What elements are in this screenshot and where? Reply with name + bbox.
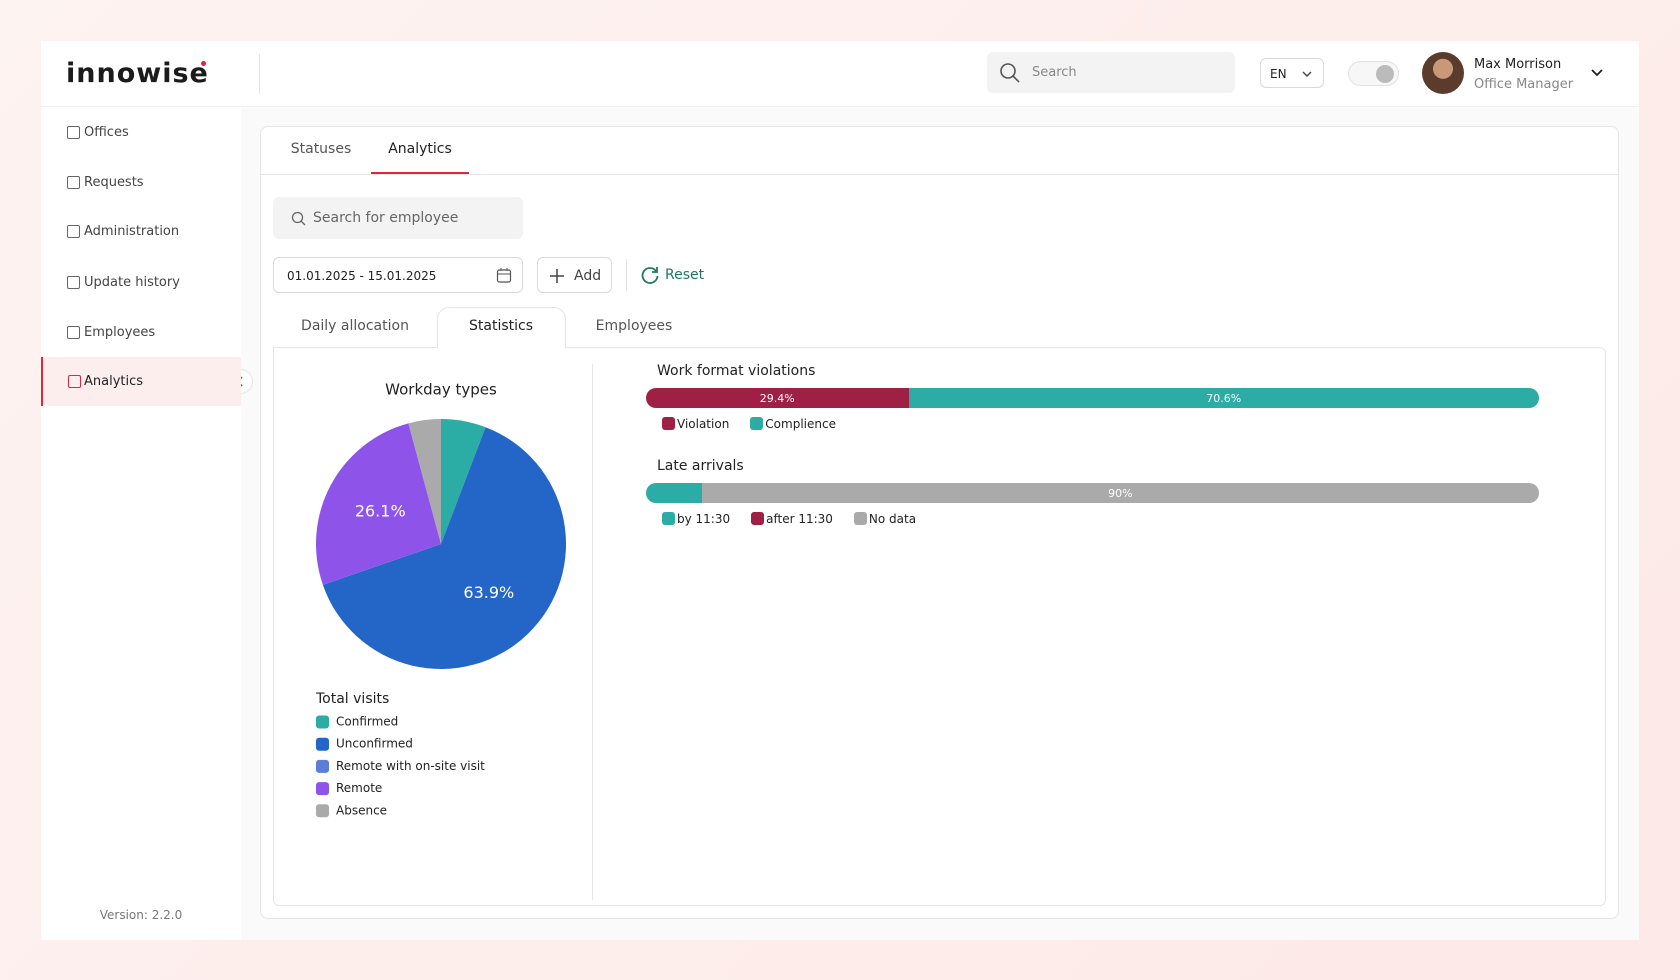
stacked-bar: 90% [646, 483, 1539, 503]
search-icon [291, 211, 306, 226]
sidebar-item[interactable]: Analytics [41, 357, 241, 406]
sidebar-label: Employees [84, 325, 156, 340]
legend-label: by 11:30 [677, 512, 731, 526]
header [41, 41, 1639, 107]
user-name: Max Morrison [1474, 57, 1562, 72]
plus-icon [550, 269, 564, 283]
logo-dot [201, 61, 206, 66]
legend-swatch [662, 512, 675, 525]
bar-segment: 90% [701, 483, 1539, 503]
search-placeholder: Search [1032, 65, 1077, 80]
tab-underline [371, 172, 469, 174]
legend-title: Total visits [315, 691, 389, 707]
bar-label: 90% [1108, 487, 1133, 500]
legend-label: Unconfirmed [336, 737, 413, 751]
legend-label: Complience [765, 417, 836, 431]
chevron [1302, 71, 1312, 77]
legend-label: Violation [677, 417, 730, 431]
language: EN [1270, 67, 1287, 81]
employee-search-placeholder: Search for employee [313, 210, 459, 226]
date-range[interactable]: 01.01.2025 - 15.01.2025 [273, 257, 523, 293]
sidebar-item[interactable]: Update history [41, 258, 241, 307]
sidebar-icon [67, 126, 80, 139]
bar-label: 29.4% [759, 392, 795, 405]
chart-title: Work format violations [657, 363, 816, 379]
sidebar-icon [67, 276, 80, 289]
slice-label: 26.1% [355, 501, 406, 520]
version: Version: 2.2.0 [99, 908, 183, 922]
legend-swatch [316, 737, 329, 751]
theme-toggle[interactable] [1348, 61, 1399, 86]
calendar-icon [496, 268, 512, 283]
legend-swatch [750, 417, 764, 430]
legend-swatch [316, 759, 329, 773]
add-button[interactable]: Add [537, 257, 612, 293]
stacked-bar: 29.4% 70.6% [646, 388, 1539, 408]
add-label: Add [574, 268, 602, 284]
subtab[interactable]: Daily allocation [301, 318, 409, 334]
search-box[interactable]: Search [987, 52, 1235, 93]
sidebar-label: Administration [84, 224, 180, 239]
sidebar-item[interactable]: Requests [41, 158, 241, 207]
legend-swatch [316, 715, 329, 729]
user-role: Office Manager [1474, 77, 1574, 92]
search-icon [1000, 63, 1020, 83]
bar-label: 70.6% [1206, 392, 1242, 405]
pie-chart: Workday types Total visits 63.9% 26.1% Con… [315, 381, 566, 818]
chart-title: Late arrivals [657, 458, 744, 474]
sidebar-icon [67, 225, 80, 238]
user-menu-chevron[interactable] [1590, 67, 1604, 79]
sidebar-item[interactable]: Employees [41, 308, 241, 357]
legend-swatch [316, 782, 329, 796]
date-range-text: 01.01.2025 - 15.01.2025 [287, 269, 437, 283]
sidebar-label: Analytics [84, 374, 144, 389]
chart-title: Workday types [385, 381, 497, 399]
pie-slice [408, 419, 441, 544]
bar-segment: 70.6% [908, 388, 1539, 408]
subtab[interactable]: Employees [595, 318, 673, 334]
sidebar-label: Requests [84, 175, 144, 190]
panel-divider [592, 364, 593, 900]
sidebar-item[interactable]: Administration [41, 207, 241, 256]
legend-label: Remote with on-site visit [336, 759, 485, 773]
pie-slice [322, 427, 566, 669]
slice-label: 63.9% [463, 583, 514, 602]
legend-swatch [853, 512, 867, 525]
legend-label: Remote [336, 781, 382, 795]
legend-swatch [751, 512, 765, 525]
divider [626, 259, 627, 291]
avatar [1422, 52, 1464, 94]
sidebar [41, 107, 241, 940]
tab-separator [260, 174, 1619, 175]
legend-swatch [662, 417, 675, 430]
pie-slice [441, 419, 486, 544]
sidebar-item[interactable]: Offices [41, 108, 241, 157]
sidebar-icon [68, 375, 81, 388]
bar-segment [646, 483, 702, 503]
sidebar-label: Update history [84, 275, 180, 290]
reset-icon [641, 267, 659, 284]
sidebar-label: Offices [84, 125, 129, 140]
legend-label: No data [868, 512, 917, 526]
subtab[interactable]: Statistics [469, 318, 533, 334]
sidebar-icon [67, 176, 80, 189]
language-select[interactable]: EN [1260, 58, 1324, 88]
legend-label: Absence [336, 803, 387, 817]
logo: innowise [66, 58, 209, 89]
tab[interactable]: Analytics [388, 141, 452, 157]
bar-segment: 29.4% [646, 388, 909, 408]
sidebar-icon [67, 326, 80, 339]
reset-button[interactable]: Reset [638, 262, 718, 288]
tab[interactable]: Statuses [290, 141, 352, 157]
employee-search[interactable]: Search for employee [273, 197, 523, 239]
reset-label: Reset [665, 267, 705, 283]
pie-slice [316, 423, 441, 585]
toggle-knob [1376, 65, 1394, 83]
divider [259, 54, 260, 94]
legend-swatch [316, 804, 329, 818]
legend-label: Confirmed [336, 715, 398, 729]
subtab-active-box [437, 307, 566, 349]
legend-label: after 11:30 [766, 512, 833, 526]
